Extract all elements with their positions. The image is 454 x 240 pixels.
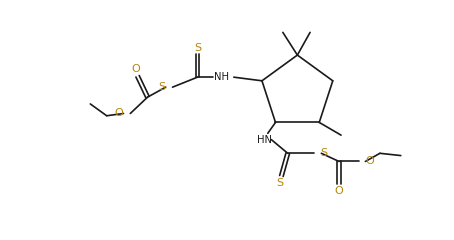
Text: S: S [158,82,166,92]
Text: S: S [194,43,201,53]
Text: O: O [131,65,140,74]
Text: S: S [321,148,327,158]
Text: HN: HN [257,135,271,145]
Text: S: S [276,178,283,188]
Text: O: O [335,186,343,196]
Text: O: O [365,156,374,167]
Text: NH: NH [213,72,229,82]
Text: O: O [115,108,123,119]
